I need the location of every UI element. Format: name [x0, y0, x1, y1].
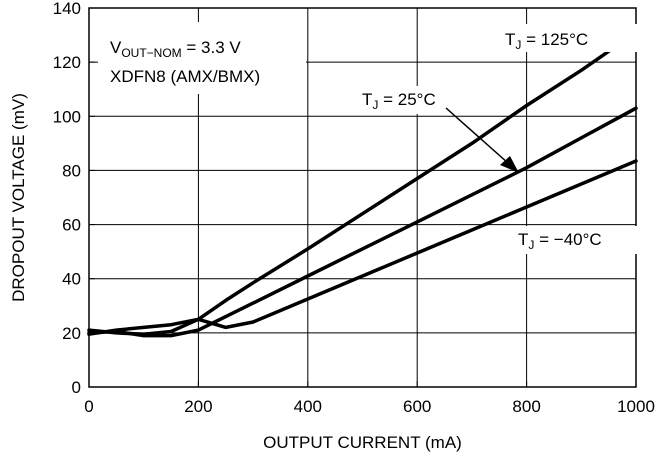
plot-frame — [88, 7, 637, 388]
y-tick-label: 20 — [62, 324, 81, 343]
condition-vout-label: VOUT−NOM = 3.3 V — [110, 38, 241, 60]
series-label-125: TJ = 125°C — [500, 24, 640, 52]
ticks: 0 200 400 600 800 1000 0 20 40 60 80 100 120 140 — [53, 0, 655, 416]
series-line-125c — [87, 30, 638, 336]
svg-text:TJ = 25°C: TJ = 25°C — [362, 90, 436, 112]
y-tick-label: 40 — [62, 270, 81, 289]
condition-package-label: XDFN8 (AMX/BMX) — [110, 67, 260, 86]
y-tick-label: 60 — [62, 216, 81, 235]
x-axis-title: OUTPUT CURRENT (mA) — [263, 433, 462, 452]
svg-text:TJ = 125°C: TJ = 125°C — [505, 30, 588, 52]
y-tick-label: 0 — [72, 378, 81, 397]
y-tick-label: 140 — [53, 0, 81, 18]
y-axis-title: DROPOUT VOLTAGE (mV) — [9, 93, 28, 302]
x-tick-label: 1000 — [617, 397, 655, 416]
x-tick-label: 0 — [84, 397, 93, 416]
condition-annotation: VOUT−NOM = 3.3 V XDFN8 (AMX/BMX) — [98, 22, 306, 94]
y-tick-label: 80 — [62, 161, 81, 180]
x-tick-label: 200 — [184, 397, 212, 416]
series-label-25: TJ = 25°C — [360, 86, 472, 114]
series-line-minus40c — [87, 159, 638, 336]
series-line-25c — [87, 106, 638, 338]
x-tick-label: 400 — [294, 397, 322, 416]
x-tick-label: 600 — [403, 397, 431, 416]
y-tick-label: 100 — [53, 107, 81, 126]
x-tick-label: 800 — [512, 397, 540, 416]
y-tick-label: 120 — [53, 53, 81, 72]
series-label-minus40: TJ = −40°C — [515, 226, 637, 254]
svg-text:TJ = −40°C: TJ = −40°C — [518, 230, 602, 252]
label-arrow — [445, 107, 519, 173]
